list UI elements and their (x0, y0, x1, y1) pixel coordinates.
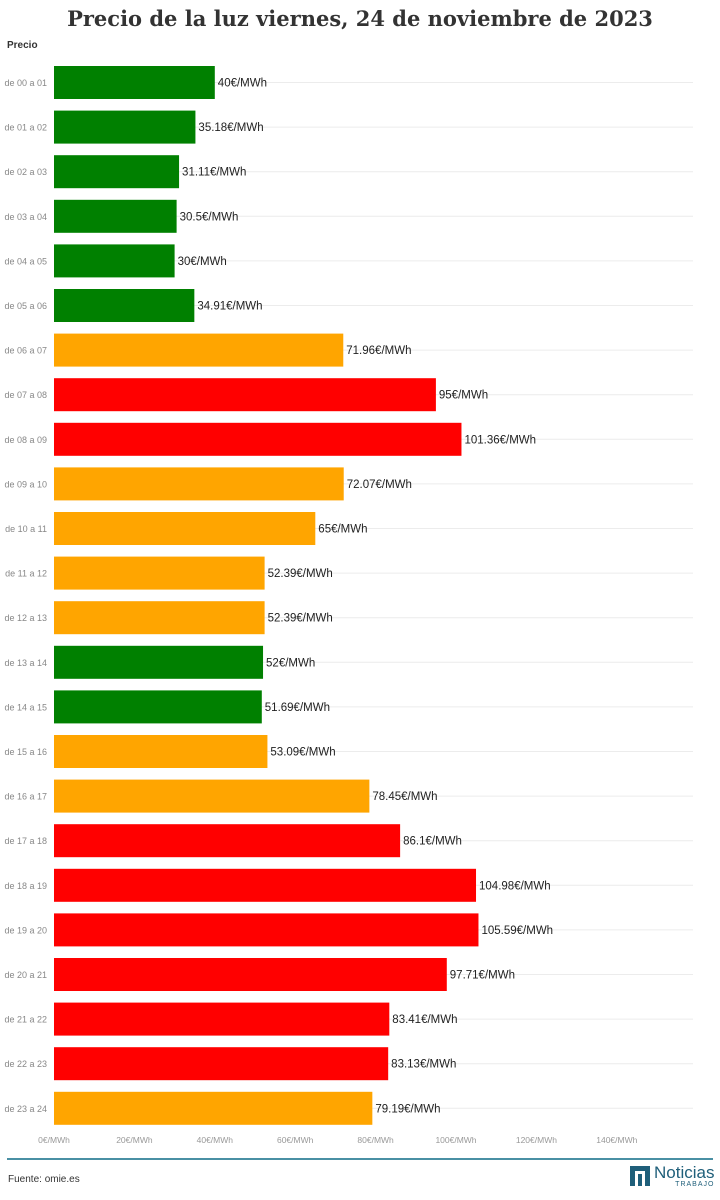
value-label: 30€/MWh (178, 256, 227, 268)
value-label: 86.1€/MWh (403, 836, 462, 848)
brand-logo: Noticias TRABAJO (630, 1164, 714, 1188)
bar-chart: de 00 a 01 40€/MWh de 01 a 02 35.18€/MWh de … (4, 66, 693, 1145)
category-label: de 23 a 24 (4, 1104, 47, 1114)
value-label: 51.69€/MWh (265, 702, 330, 714)
category-label: de 20 a 21 (4, 970, 47, 980)
value-label: 30.5€/MWh (180, 211, 239, 223)
value-label: 71.96€/MWh (346, 345, 411, 357)
bar (54, 958, 447, 991)
value-label: 35.18€/MWh (198, 122, 263, 134)
category-label: de 08 a 09 (4, 435, 47, 445)
category-label: de 04 a 05 (4, 256, 47, 266)
chart-title: Precio de la luz viernes, 24 de noviembr… (67, 6, 653, 31)
x-tick-label: 40€/MWh (197, 1135, 234, 1145)
bar (54, 155, 180, 189)
bar (54, 110, 196, 144)
axis-title: Precio (7, 40, 38, 51)
category-label: de 02 a 03 (4, 167, 47, 177)
logo-icon (630, 1166, 650, 1186)
category-label: de 22 a 23 (4, 1059, 47, 1069)
value-label: 53.09€/MWh (270, 747, 335, 759)
value-label: 52.39€/MWh (268, 613, 333, 625)
value-label: 79.19€/MWh (375, 1103, 440, 1115)
value-label: 101.36€/MWh (464, 434, 536, 446)
category-label: de 19 a 20 (4, 925, 47, 935)
bar (54, 467, 344, 501)
category-label: de 01 a 02 (4, 123, 47, 133)
logo-subtitle: TRABAJO (675, 1181, 715, 1188)
category-label: de 07 a 08 (4, 390, 47, 400)
value-label: 65€/MWh (318, 524, 367, 536)
value-label: 52€/MWh (266, 657, 315, 669)
value-label: 34.91€/MWh (197, 301, 262, 313)
value-label: 52.39€/MWh (268, 568, 333, 580)
bar (54, 378, 436, 412)
value-label: 83.13€/MWh (391, 1059, 456, 1071)
category-label: de 13 a 14 (4, 658, 47, 668)
bar (54, 422, 462, 456)
source-note: Fuente: omie.es (8, 1174, 80, 1185)
category-label: de 16 a 17 (4, 792, 47, 802)
bar (54, 779, 370, 813)
x-tick-label: 0€/MWh (38, 1135, 70, 1145)
category-label: de 03 a 04 (4, 212, 47, 222)
category-label: de 21 a 22 (4, 1015, 47, 1025)
category-label: de 15 a 16 (4, 747, 47, 757)
category-label: de 00 a 01 (4, 78, 47, 88)
x-tick-label: 60€/MWh (277, 1135, 314, 1145)
bar (54, 199, 177, 233)
value-label: 95€/MWh (439, 390, 488, 402)
x-tick-label: 100€/MWh (435, 1135, 476, 1145)
value-label: 97.71€/MWh (450, 970, 515, 982)
category-label: de 14 a 15 (4, 702, 47, 712)
bar (54, 1047, 389, 1081)
category-label: de 09 a 10 (4, 479, 47, 489)
footer-divider (7, 1158, 713, 1160)
value-label: 31.11€/MWh (182, 167, 246, 179)
value-label: 40€/MWh (218, 78, 267, 90)
value-label: 72.07€/MWh (347, 479, 412, 491)
bar (54, 690, 262, 724)
logo-word: Noticias (654, 1163, 715, 1182)
bar (54, 244, 175, 278)
category-label: de 17 a 18 (4, 836, 47, 846)
bar (54, 868, 477, 902)
bar (54, 735, 268, 768)
category-label: de 05 a 06 (4, 301, 47, 311)
value-label: 105.59€/MWh (481, 925, 553, 937)
bar (54, 601, 265, 635)
category-label: de 10 a 11 (5, 524, 47, 534)
x-tick-label: 140€/MWh (596, 1135, 637, 1145)
bar (54, 289, 195, 322)
bar (54, 1091, 373, 1125)
category-label: de 06 a 07 (4, 346, 47, 356)
bar (54, 645, 264, 679)
x-tick-label: 120€/MWh (516, 1135, 557, 1145)
bar (54, 824, 401, 858)
value-label: 83.41€/MWh (392, 1014, 457, 1026)
category-label: de 11 a 12 (5, 569, 47, 579)
bar (54, 512, 316, 545)
category-label: de 12 a 13 (4, 613, 47, 623)
value-label: 78.45€/MWh (372, 791, 437, 803)
x-tick-label: 80€/MWh (357, 1135, 394, 1145)
value-label: 104.98€/MWh (479, 880, 551, 892)
bar (54, 333, 344, 367)
x-tick-label: 20€/MWh (116, 1135, 153, 1145)
category-label: de 18 a 19 (4, 881, 47, 891)
bar (54, 556, 265, 590)
bar (54, 913, 479, 947)
bar (54, 1002, 390, 1036)
bar (54, 66, 215, 99)
